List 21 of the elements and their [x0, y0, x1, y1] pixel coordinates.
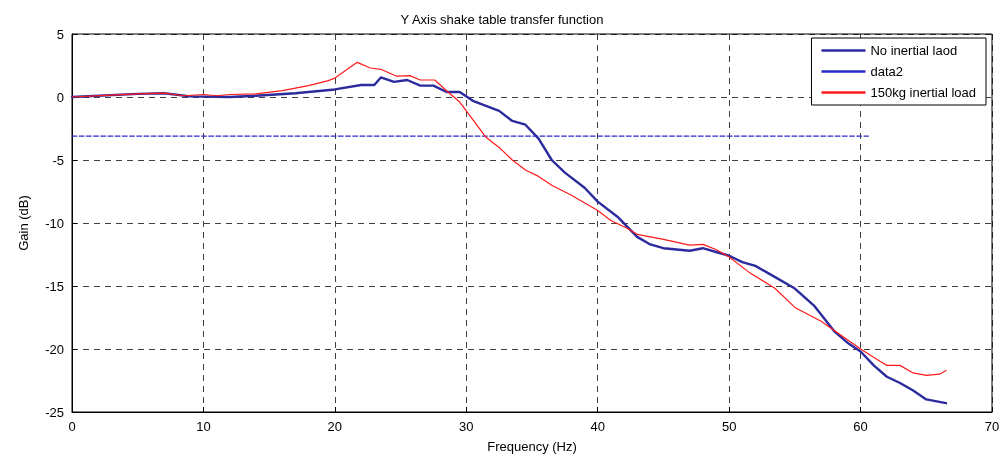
y-tick-label: 5: [56, 26, 64, 42]
x-tick-label: 10: [196, 419, 211, 434]
x-tick-label: 0: [68, 419, 76, 434]
x-axis-title: Frequency (Hz): [487, 439, 577, 454]
y-axis-title: Gain (dB): [16, 195, 31, 251]
legend-label: data2: [870, 64, 904, 79]
legend-label: 150kg inertial load: [870, 85, 977, 100]
legend-label: No inertial laod: [870, 43, 958, 58]
x-tick-label: 20: [327, 419, 343, 434]
y-tick-label: -10: [45, 215, 64, 231]
y-tick-label: -5: [52, 152, 64, 168]
y-tick-label: -20: [45, 341, 64, 357]
chart-title: Y Axis shake table transfer function: [400, 12, 604, 27]
y-tick-label: -25: [45, 404, 64, 420]
x-tick-label: 40: [590, 419, 605, 434]
y-tick-label: 0: [56, 89, 64, 105]
y-tick-label: -15: [45, 278, 64, 294]
x-tick-label: 70: [984, 419, 1000, 434]
x-tick-label: 60: [853, 419, 868, 434]
x-tick-label: 50: [721, 419, 737, 434]
x-tick-label: 30: [459, 419, 474, 434]
